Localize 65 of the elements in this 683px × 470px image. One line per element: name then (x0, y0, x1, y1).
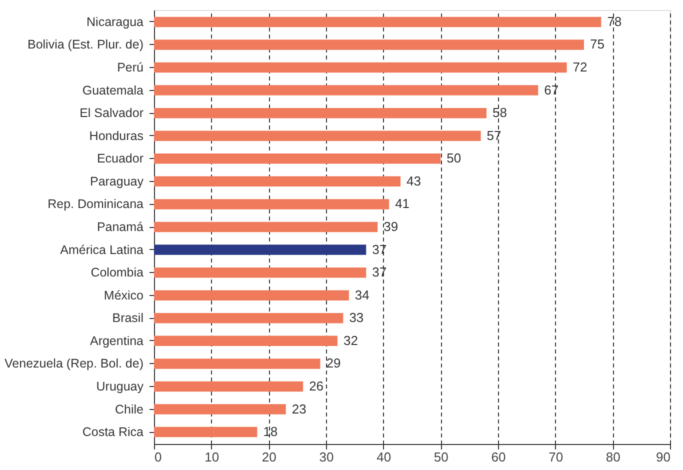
bar (154, 199, 390, 210)
bar (154, 426, 258, 438)
data-label: 26 (309, 378, 324, 394)
y-tick-label: México (104, 288, 144, 302)
bar (154, 40, 584, 50)
y-tick-label: Chile (115, 402, 144, 416)
data-label: 33 (349, 310, 364, 326)
data-label: 75 (590, 36, 604, 52)
bar (154, 154, 441, 164)
data-label: 37 (372, 242, 387, 257)
bar (154, 222, 378, 232)
y-tick-label: Rep. Dominicana (48, 197, 144, 212)
y-tick-label: Colombia (90, 266, 144, 280)
y-tick-label: Uruguay (96, 379, 144, 394)
data-label: 34 (354, 287, 370, 302)
data-label: 67 (544, 82, 559, 98)
bar (154, 358, 320, 369)
bar (154, 267, 366, 278)
x-tick-label: 90 (656, 450, 670, 464)
x-tick-label: 30 (319, 450, 334, 464)
bar (154, 62, 567, 73)
x-tick-label: 60 (491, 450, 506, 464)
data-label: 37 (372, 264, 387, 280)
data-label: 72 (572, 60, 588, 75)
x-tick-label: 80 (606, 450, 620, 464)
data-label: 39 (384, 219, 398, 234)
y-tick-label: El Salvador (80, 106, 144, 120)
y-tick-label: Venezuela (Rep. Bol. de) (4, 356, 144, 371)
data-label: 50 (446, 150, 462, 166)
x-tick-label: 70 (548, 450, 564, 464)
y-tick-label: Costa Rica (82, 425, 144, 440)
data-label: 18 (263, 424, 278, 440)
x-tick-label: 20 (262, 450, 276, 464)
y-tick-label: Honduras (89, 128, 144, 143)
y-tick-label: Nicaragua (86, 14, 144, 29)
data-label: 32 (343, 332, 358, 348)
y-tick-label: Ecuador (96, 152, 144, 166)
y-tick-label: Guatemala (82, 83, 144, 98)
data-label: 41 (395, 196, 410, 212)
x-tick-label: 40 (376, 450, 392, 464)
bar (154, 85, 538, 96)
y-tick-label: Perú (117, 60, 144, 75)
data-label: 78 (607, 14, 622, 29)
y-tick-label: América Latina (60, 242, 144, 257)
bar (154, 108, 487, 118)
bar (154, 290, 349, 300)
data-label: 29 (326, 356, 341, 371)
bar (154, 244, 366, 255)
y-tick-label: Argentina (90, 334, 144, 348)
y-tick-label: Bolivia (Est. Plur. de) (27, 38, 144, 52)
x-tick-label: 50 (434, 450, 448, 464)
bar (154, 381, 304, 392)
bar (154, 16, 602, 28)
bar (154, 130, 481, 141)
y-tick-label: Panamá (96, 220, 144, 234)
bar (154, 313, 344, 324)
x-tick-label: 0 (154, 450, 162, 464)
y-tick-label: Paraguay (90, 174, 144, 188)
y-tick-label: Brasil (112, 311, 144, 326)
bar (154, 176, 401, 187)
bar (154, 336, 338, 346)
data-label: 23 (292, 401, 306, 416)
data-label: 43 (406, 173, 421, 188)
bar (154, 404, 286, 414)
x-tick-label: 10 (204, 450, 220, 464)
